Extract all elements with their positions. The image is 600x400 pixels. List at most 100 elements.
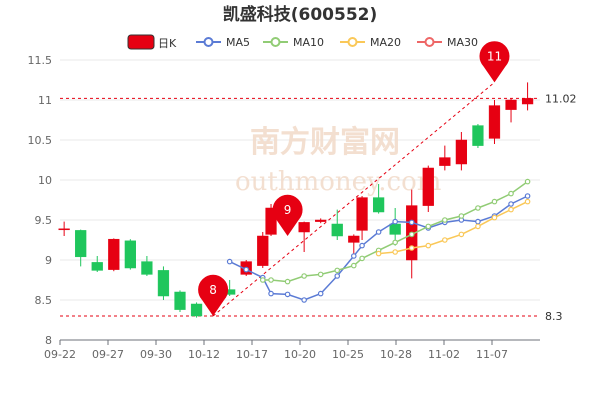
candle[interactable] <box>257 232 269 268</box>
candle[interactable] <box>174 290 186 312</box>
ma5-point <box>392 218 398 225</box>
chart-legend[interactable]: 日K MA5 MA10 MA20 MA30 <box>127 34 478 50</box>
ma5-point <box>508 201 514 207</box>
candle-body <box>75 230 87 258</box>
x-tick-label: 09-27 <box>92 348 124 361</box>
candle-body <box>298 222 310 233</box>
candle-body <box>124 240 136 269</box>
candle[interactable] <box>315 218 327 224</box>
candle[interactable] <box>372 184 385 214</box>
ma20-series <box>375 198 531 257</box>
candle[interactable] <box>108 238 120 272</box>
ma20-point <box>375 250 382 257</box>
candle[interactable] <box>439 145 451 171</box>
x-tick-label: 10-28 <box>380 348 412 361</box>
candle[interactable] <box>488 100 501 144</box>
candle[interactable] <box>472 124 484 148</box>
legend-label: 日K <box>158 37 177 50</box>
ma5-point <box>408 219 415 226</box>
candle-body <box>58 228 70 231</box>
pin-label: 8 <box>209 283 217 297</box>
ma10-point <box>359 255 365 262</box>
pin-marker: 9 <box>272 194 303 236</box>
legend-item-ma5[interactable]: MA5 <box>196 36 250 49</box>
legend-swatch-dot <box>270 37 281 47</box>
ma10-series <box>259 178 531 285</box>
ma10-point <box>442 217 448 223</box>
candle-body <box>348 235 360 243</box>
legend-item-ma10[interactable]: MA10 <box>263 36 324 49</box>
ma5-point <box>375 229 382 235</box>
pin-label: 11 <box>487 49 502 63</box>
ma20-point <box>475 223 481 230</box>
y-tick-label: 11 <box>38 94 52 107</box>
candle-body <box>356 197 368 231</box>
legend-item-日k[interactable]: 日K <box>127 34 177 50</box>
ma20-point <box>392 249 398 255</box>
legend-label: MA20 <box>370 36 401 49</box>
candle[interactable] <box>331 209 343 240</box>
ma10-point <box>524 178 531 185</box>
chart-title: 凯盛科技(600552) <box>223 4 378 25</box>
candle[interactable] <box>124 239 136 270</box>
ma10-line <box>262 180 529 283</box>
candle[interactable] <box>356 196 368 240</box>
ma20-point <box>442 237 448 243</box>
ma5-point <box>334 273 341 279</box>
legend-label: MA10 <box>293 36 324 49</box>
ma10-point <box>425 223 432 230</box>
y-tick-label: 8 <box>45 334 52 347</box>
ma10-point <box>508 190 514 197</box>
candle-body <box>422 167 434 206</box>
ma5-point <box>268 290 274 297</box>
candle[interactable] <box>521 82 534 111</box>
moving-averages <box>226 178 531 303</box>
candle[interactable] <box>190 302 203 318</box>
candle[interactable] <box>91 256 103 272</box>
ma10-point <box>334 267 341 274</box>
candle[interactable] <box>348 234 360 256</box>
candle[interactable] <box>141 256 153 276</box>
ma5-point <box>475 218 481 225</box>
legend-swatch-dot <box>347 37 358 47</box>
candle[interactable] <box>75 229 87 267</box>
candle-body <box>265 207 277 235</box>
legend-label: MA30 <box>447 36 478 49</box>
candle-body <box>190 303 203 317</box>
ma10-point <box>408 231 415 238</box>
candles[interactable] <box>58 82 534 318</box>
y-tick-label: 8.5 <box>35 294 53 307</box>
candle[interactable] <box>505 98 517 123</box>
candle-body <box>315 219 327 222</box>
candle-body <box>389 223 401 235</box>
legend-item-ma20[interactable]: MA20 <box>340 36 401 49</box>
candle[interactable] <box>265 204 277 236</box>
ma10-point <box>350 262 357 269</box>
x-tick-label: 10-20 <box>284 348 316 361</box>
ma20-point <box>524 198 531 205</box>
candle-body <box>455 139 468 165</box>
y-tick-label: 9 <box>45 254 52 267</box>
candle-body <box>108 238 120 270</box>
y-tick-label: 9.5 <box>35 214 53 227</box>
candle-body <box>174 291 186 310</box>
y-tick-label: 10.5 <box>28 134 53 147</box>
candle-body <box>488 105 501 139</box>
candle-body <box>521 98 534 105</box>
candle[interactable] <box>58 221 70 236</box>
candle[interactable] <box>455 132 468 171</box>
ma5-point <box>284 291 291 298</box>
candle[interactable] <box>298 221 310 252</box>
candle[interactable] <box>422 165 434 212</box>
candle[interactable] <box>157 266 170 300</box>
ma10-point <box>458 213 465 219</box>
legend-swatch-dot <box>424 37 435 47</box>
pin-shape <box>198 274 229 316</box>
legend-swatch-dot <box>203 37 214 47</box>
legend-item-ma30[interactable]: MA30 <box>417 36 478 49</box>
pin-shape <box>272 194 303 236</box>
ma5-point <box>226 258 233 265</box>
x-tick-label: 09-22 <box>44 348 76 361</box>
candle-body <box>331 223 343 237</box>
